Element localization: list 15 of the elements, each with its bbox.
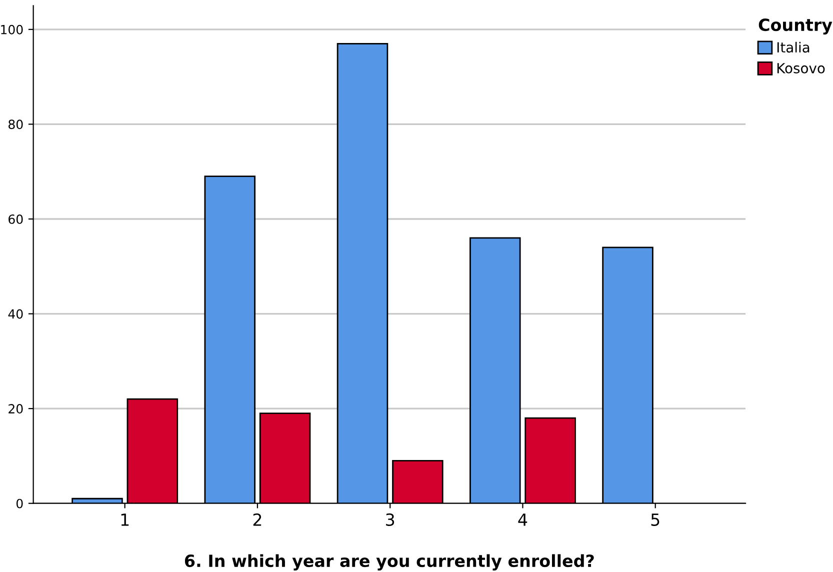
y-tick-label: 80 <box>8 120 23 130</box>
y-tick-label: 0 <box>16 498 23 508</box>
y-tick-label: 20 <box>8 404 23 414</box>
y-tick-label: 40 <box>8 309 23 319</box>
x-tick-label: 1 <box>121 514 129 526</box>
legend-label: Italia <box>777 42 810 53</box>
legend-title: Country <box>758 18 832 34</box>
x-tick-label: 3 <box>386 513 394 526</box>
legend-label: Kosovo <box>777 63 825 74</box>
x-axis-title: 6. In which year are you currently enrolled? <box>184 554 594 570</box>
x-tick-label: 2 <box>253 513 262 526</box>
x-tick-label: 5 <box>651 514 660 526</box>
x-tick-label: 4 <box>518 514 528 526</box>
y-tick-label: 100 <box>1 24 23 34</box>
y-tick-label: 60 <box>8 214 23 224</box>
